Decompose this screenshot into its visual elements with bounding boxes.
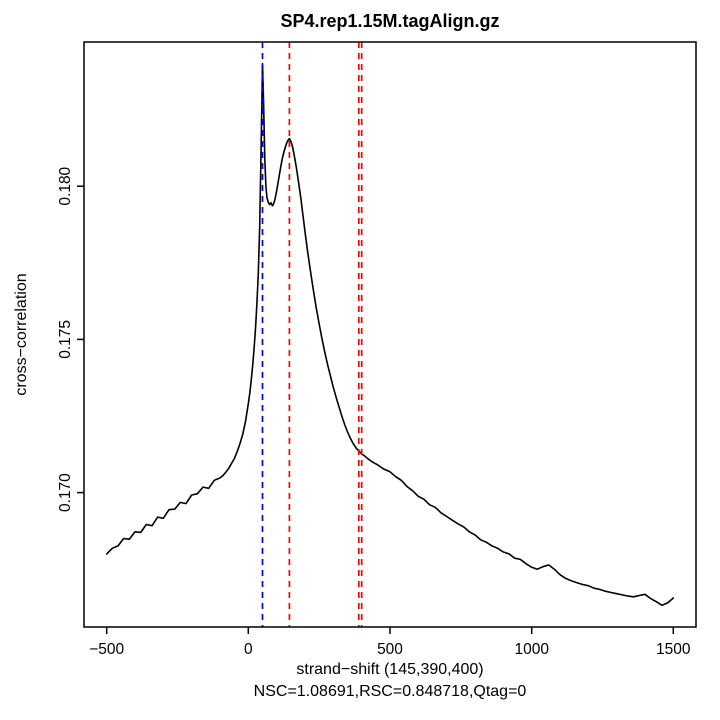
x-tick-label: −500 [89,641,124,658]
y-tick-label: 0.170 [57,473,74,512]
x-axis-sublabel: NSC=1.08691,RSC=0.848718,Qtag=0 [254,683,527,700]
y-tick-label: 0.180 [57,166,74,205]
x-tick-label: 1000 [514,641,549,658]
plot-border [83,41,697,628]
cross-correlation-curve [105,62,675,607]
x-tick-label: 500 [377,641,403,658]
y-axis-label: cross−correlation [13,273,30,395]
y-tick-label: 0.175 [57,320,74,359]
chart-title: SP4.rep1.15M.tagAlign.gz [280,11,499,31]
x-tick-label: 1500 [656,641,691,658]
x-tick-label: 0 [244,641,253,658]
x-axis-label: strand−shift (145,390,400) [296,661,483,678]
